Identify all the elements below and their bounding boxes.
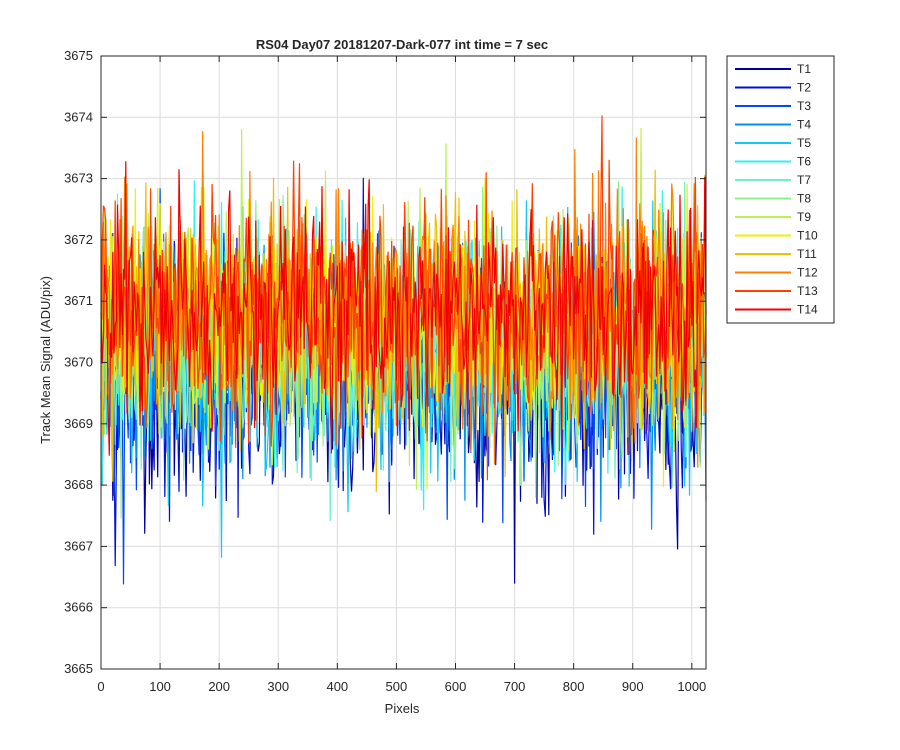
- x-tick-label: 0: [97, 679, 104, 694]
- chart-title: RS04 Day07 20181207-Dark-077 int time = …: [256, 37, 548, 52]
- y-tick-label: 3667: [64, 538, 93, 553]
- legend-label: T2: [797, 81, 811, 95]
- x-tick-label: 300: [267, 679, 289, 694]
- x-tick-label: 1000: [677, 679, 706, 694]
- x-tick-label: 700: [504, 679, 526, 694]
- legend-label: T13: [797, 284, 818, 298]
- legend-label: T12: [797, 266, 818, 280]
- x-tick-label: 400: [326, 679, 348, 694]
- x-tick-label: 900: [622, 679, 644, 694]
- x-tick-label: 200: [208, 679, 230, 694]
- y-tick-label: 3668: [64, 477, 93, 492]
- legend: T1 T2 T3 T4 T5 T6 T7 T8 T9 T10 T11 T12 T13 T14: [726, 55, 835, 324]
- x-axis-label: Pixels: [385, 701, 420, 716]
- legend-label: T8: [797, 192, 811, 206]
- legend-label: T6: [797, 155, 811, 169]
- y-tick-label: 3673: [64, 171, 93, 186]
- legend-box: [726, 55, 835, 324]
- x-tick-label: 100: [149, 679, 171, 694]
- legend-label: T5: [797, 136, 811, 150]
- legend-label: T9: [797, 210, 811, 224]
- y-tick-label: 3666: [64, 600, 93, 615]
- x-tick-label: 800: [563, 679, 585, 694]
- y-tick-label: 3674: [64, 109, 93, 124]
- legend-label: T11: [797, 247, 817, 261]
- legend-label: T14: [797, 303, 818, 317]
- legend-label: T3: [797, 99, 811, 113]
- legend-label: T10: [797, 229, 818, 243]
- x-tick-label: 600: [445, 679, 467, 694]
- legend-label: T1: [797, 62, 811, 76]
- y-ticks: 3665 3666 3667 3668 3669 3670 3671 3672 3673 3674…: [64, 48, 706, 676]
- y-tick-label: 3675: [64, 48, 93, 63]
- y-tick-label: 3665: [64, 661, 93, 676]
- series-line-t12: [100, 131, 707, 468]
- y-tick-label: 3670: [64, 355, 93, 370]
- x-tick-label: 500: [386, 679, 408, 694]
- y-tick-label: 3669: [64, 416, 93, 431]
- x-ticks: 0 100 200 300 400 500 600 700 800 900 1000: [97, 56, 706, 694]
- y-tick-label: 3672: [64, 232, 93, 247]
- y-tick-label: 3671: [64, 293, 93, 308]
- legend-label: T7: [797, 173, 811, 187]
- series-group: [100, 115, 707, 585]
- series-line-t14: [100, 161, 707, 456]
- y-axis-label: Track Mean Signal (ADU/pix): [38, 276, 53, 444]
- legend-label: T4: [797, 118, 811, 132]
